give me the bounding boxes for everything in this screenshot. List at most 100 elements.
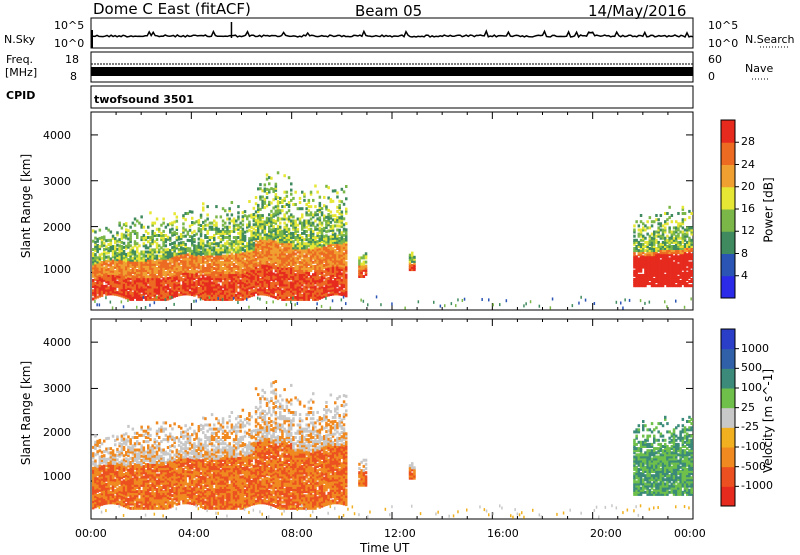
power-echo-cell xyxy=(677,241,680,244)
power-echo-cell xyxy=(239,222,242,225)
power-echo-cell xyxy=(110,239,113,242)
power-echo-cell xyxy=(288,176,291,179)
power-echo-cell xyxy=(99,253,102,256)
power-echo-cell xyxy=(211,226,214,229)
power-echo-cell xyxy=(688,226,691,229)
power-echo-cell xyxy=(149,211,152,214)
power-echo-cell xyxy=(411,252,414,255)
power-echo-cell xyxy=(668,206,671,209)
power-echo-cell xyxy=(270,214,273,217)
power-echo-cell xyxy=(279,201,282,204)
power-echo-cell xyxy=(193,230,196,233)
power-echo-cell xyxy=(222,244,225,247)
power-ground-scatter xyxy=(664,300,666,303)
power-ground-scatter xyxy=(499,303,501,306)
power-echo-cell xyxy=(290,232,293,235)
power-echo-cell xyxy=(301,236,304,239)
power-echo-cell xyxy=(319,196,322,199)
power-echo-cell xyxy=(213,246,216,249)
power-echo-cell xyxy=(677,276,680,279)
power-ground-scatter xyxy=(294,303,296,306)
power-ground-scatter xyxy=(481,298,483,301)
power-echo-cell xyxy=(222,290,225,293)
power-echo-cell xyxy=(638,233,641,236)
power-echo-cell xyxy=(270,210,273,213)
power-echo-cell xyxy=(292,215,295,218)
power-echo-cell xyxy=(132,275,135,278)
power-echo-cell xyxy=(255,219,257,222)
sky-panel-frame xyxy=(91,18,693,48)
power-echo-cell xyxy=(305,242,308,245)
power-ground-scatter xyxy=(675,300,677,303)
power-ground-scatter xyxy=(343,296,345,299)
power-echo-cell xyxy=(297,255,300,258)
power-echo-cell xyxy=(123,246,126,249)
power-echo-cell xyxy=(268,182,271,185)
power-echo-cell xyxy=(686,226,689,229)
power-echo-cell xyxy=(664,212,667,215)
power-echo-cell xyxy=(101,236,104,239)
power-echo-cell xyxy=(209,226,212,229)
power-echo-cell xyxy=(288,281,291,284)
power-echo-cell xyxy=(345,228,348,231)
power-echo-cell xyxy=(167,277,170,280)
power-echo-cell xyxy=(688,280,691,283)
power-echo-cell xyxy=(209,263,212,266)
power-echo-cell xyxy=(690,253,693,256)
power-echo-cell xyxy=(272,207,275,210)
noise-sky-line xyxy=(91,31,693,37)
power-echo-cell xyxy=(206,218,209,221)
power-echo-cell xyxy=(279,218,282,221)
power-echo-cell xyxy=(272,233,275,236)
power-echo-cell xyxy=(283,191,286,194)
power-echo-cell xyxy=(105,260,108,263)
power-echo-cell xyxy=(213,228,216,231)
power-echo-cell xyxy=(92,289,95,292)
power-echo-cell xyxy=(655,239,658,242)
power-echo-cell xyxy=(189,235,192,238)
power-echo-cell xyxy=(167,291,170,294)
power-echo-cell xyxy=(330,235,333,238)
power-echo-cell xyxy=(690,212,693,215)
power-echo-cell xyxy=(253,289,256,292)
power-echo-cell xyxy=(308,290,311,293)
velocity-echo-cell xyxy=(107,451,110,454)
power-echo-cell xyxy=(363,275,366,278)
power-echo-cell xyxy=(673,226,676,229)
power-echo-cell xyxy=(195,245,198,248)
power-ground-scatter xyxy=(585,299,587,302)
power-ground-scatter xyxy=(217,297,219,300)
power-echo-cell xyxy=(345,197,348,200)
power-echo-cell xyxy=(171,228,174,231)
power-echo-cell xyxy=(338,225,341,228)
power-echo-cell xyxy=(162,277,165,280)
power-ground-scatter xyxy=(330,307,332,310)
power-echo-cell xyxy=(231,213,234,216)
power-echo-cell xyxy=(299,218,302,221)
power-echo-cell xyxy=(363,261,366,264)
power-echo-cell xyxy=(244,249,247,252)
power-echo-cell xyxy=(310,191,313,194)
power-ground-scatter xyxy=(363,300,365,303)
power-echo-cell xyxy=(204,224,207,227)
power-echo-cell xyxy=(325,278,328,281)
power-echo-cell xyxy=(140,257,143,260)
power-echo-cell xyxy=(92,279,95,282)
power-echo-cell xyxy=(264,183,267,186)
power-echo-cell xyxy=(156,251,159,254)
power-echo-cell xyxy=(118,222,121,225)
power-echo-cell xyxy=(290,281,293,284)
power-echo-cell xyxy=(184,235,187,238)
power-echo-cell xyxy=(259,187,262,190)
power-echo-cell xyxy=(323,215,326,218)
power-echo-cell xyxy=(257,262,260,265)
power-echo-cell xyxy=(206,213,209,216)
power-ground-scatter xyxy=(173,303,175,306)
power-ground-scatter xyxy=(457,298,459,301)
power-echo-cell xyxy=(338,287,341,290)
power-echo-cell xyxy=(292,232,295,235)
power-echo-cell xyxy=(204,277,207,280)
power-echo-cell xyxy=(303,286,306,289)
power-echo-cell xyxy=(690,239,693,242)
power-echo-cell xyxy=(308,257,311,260)
